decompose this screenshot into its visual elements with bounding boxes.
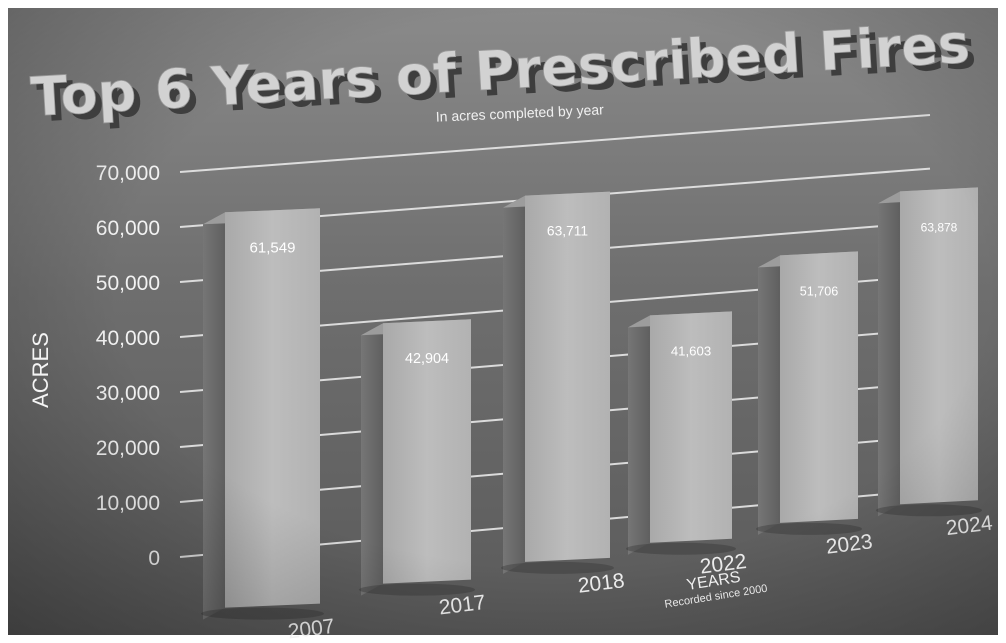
bar-value-label: 61,549 [250, 239, 296, 256]
bar-side [758, 255, 780, 535]
bar-side [203, 212, 225, 620]
bar-side [503, 195, 525, 574]
bar-side [878, 191, 900, 517]
bar [876, 187, 982, 517]
y-tick-label: 0 [148, 547, 160, 570]
y-tick-label: 30,000 [96, 382, 160, 405]
y-tick-label: 10,000 [96, 492, 160, 515]
y-tick-label: 70,000 [96, 162, 160, 185]
bar [501, 191, 614, 574]
bar [201, 208, 324, 620]
bar-value-label: 63,711 [547, 224, 588, 239]
y-tick-label: 20,000 [96, 437, 160, 460]
y-tick-label: 50,000 [96, 272, 160, 295]
bar-value-label: 63,878 [921, 220, 958, 234]
x-tick-label: 2007 [287, 615, 336, 643]
bar-value-label: 42,904 [405, 351, 449, 367]
bar-value-label: 51,706 [800, 284, 839, 298]
bar-front [900, 187, 978, 505]
bar-side [628, 315, 650, 555]
chart-subtitle: In acres completed by year [435, 101, 604, 124]
y-tick-label: 40,000 [96, 327, 160, 350]
bar-value-label: 41,603 [671, 343, 711, 358]
bar-front [225, 208, 320, 608]
bar-side [361, 323, 383, 596]
y-axis-label: ACRES [28, 332, 53, 408]
bar-front [525, 191, 610, 562]
y-tick-label: 60,000 [96, 217, 160, 240]
